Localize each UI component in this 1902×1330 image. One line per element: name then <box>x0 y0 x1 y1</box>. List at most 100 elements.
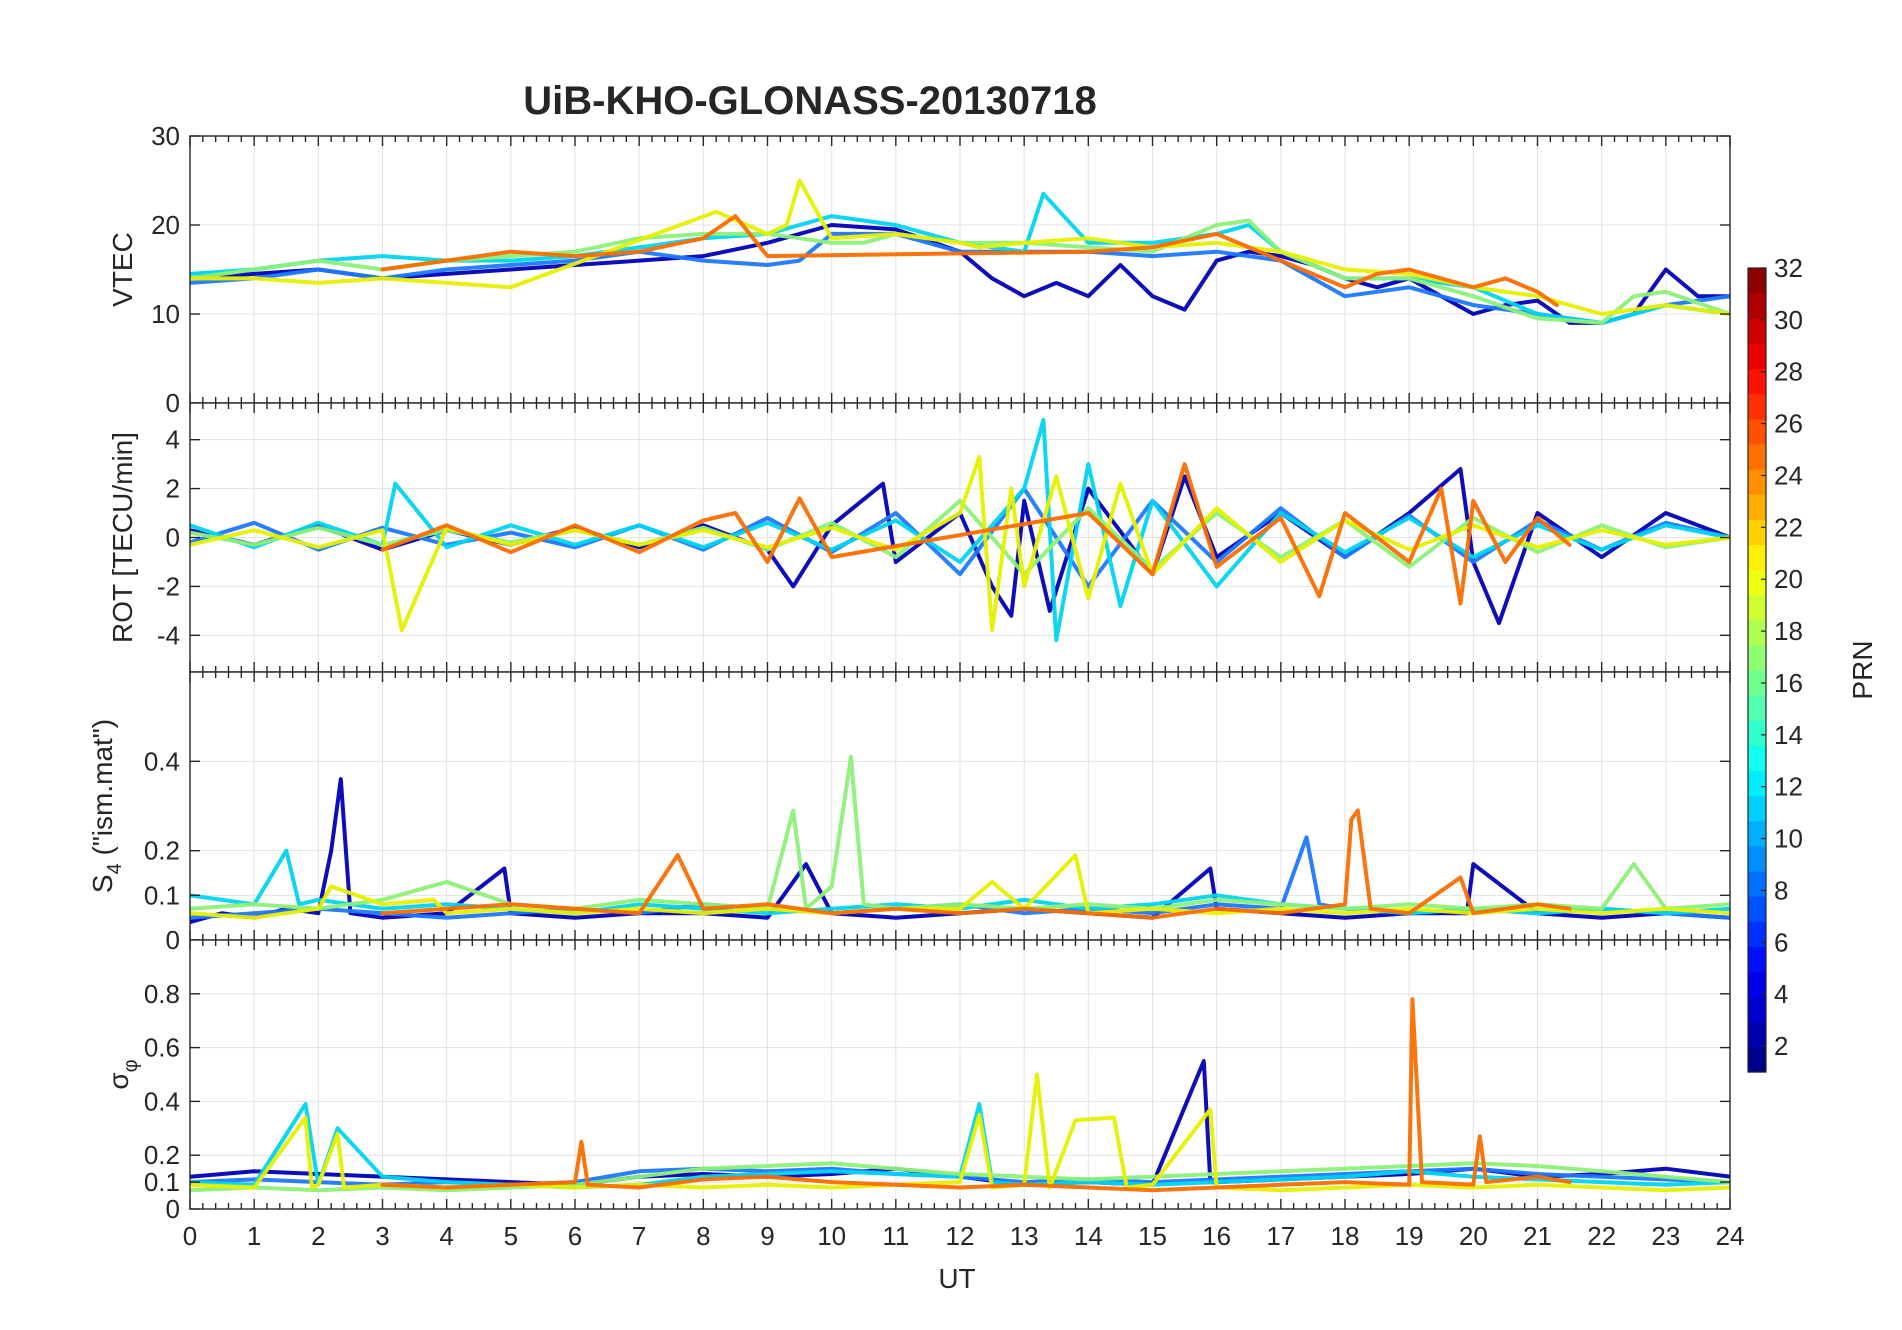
x-tick-label: 20 <box>1459 1221 1488 1251</box>
colorbar-label: PRN <box>1847 640 1878 699</box>
series-line-prn-24 <box>380 462 1572 606</box>
y-tick-label: 0.8 <box>144 979 180 1009</box>
series-line-prn-20 <box>190 454 1730 633</box>
x-tick-label: 8 <box>696 1221 710 1251</box>
x-tick-labels: 0 1 2 3 4 5 6 7 8 9 10 11 12 13 14 15 16 17 18 19 20 21 22 23 24 <box>183 1221 1745 1251</box>
panel-3: 0 0.1 0.2 0.4 S4 ("ism.mat") <box>87 671 1731 955</box>
colorbar-tick-label: 18 <box>1774 616 1803 646</box>
x-tick-label: 2 <box>311 1221 325 1251</box>
series-line-prn-24 <box>380 997 1572 1193</box>
x-tick-label: 16 <box>1202 1221 1231 1251</box>
x-tick-label: 23 <box>1651 1221 1680 1251</box>
gridlines <box>189 403 1731 672</box>
y-axis-label: S4 ("ism.mat") <box>87 719 126 893</box>
series-group <box>190 418 1730 643</box>
colorbar-tick-label: 22 <box>1774 512 1803 542</box>
y-tick-label: 0 <box>166 388 180 418</box>
y-tick-label: 30 <box>151 121 180 151</box>
colorbar-tick-label: 14 <box>1774 720 1803 750</box>
x-tick-label: 6 <box>568 1221 582 1251</box>
colorbar-segment <box>1748 594 1766 621</box>
x-tick-label: 17 <box>1266 1221 1295 1251</box>
y-axis-label-main: S <box>87 874 118 893</box>
colorbar-frame <box>1747 267 1767 1073</box>
colorbar-tick-label: 28 <box>1774 357 1803 387</box>
series-line-prn-20 <box>190 1072 1730 1193</box>
series-line-prn-16 <box>190 1161 1730 1193</box>
colorbar-segment <box>1748 619 1766 646</box>
y-axis-label: ROT [TECU/min] <box>107 432 138 643</box>
series-line-prn-2 <box>190 777 1730 925</box>
series-group <box>190 178 1730 325</box>
colorbar-tick-label: 4 <box>1774 979 1788 1009</box>
y-axis-label: VTEC <box>107 232 138 307</box>
y-tick-label: 0.6 <box>144 1033 180 1063</box>
x-tick-label: 22 <box>1587 1221 1616 1251</box>
colorbar-segment <box>1748 896 1766 922</box>
colorbar-segment <box>1748 418 1766 445</box>
x-tick-label: 7 <box>632 1221 646 1251</box>
y-tick-label: 2 <box>166 474 180 504</box>
colorbar-tick-label: 12 <box>1774 772 1803 802</box>
x-tick-label: 4 <box>439 1221 453 1251</box>
colorbar-segment <box>1748 569 1766 596</box>
chart-title: UiB-KHO-GLONASS-20130718 <box>523 79 1097 123</box>
colorbar-segment <box>1748 770 1766 797</box>
colorbar-segment <box>1748 845 1766 872</box>
x-tick-label: 5 <box>504 1221 518 1251</box>
y-tick-label: 10 <box>151 299 180 329</box>
colorbar-segment <box>1748 368 1766 395</box>
x-axis-label: UT <box>938 1263 975 1294</box>
colorbar-segment <box>1748 795 1766 822</box>
x-tick-label: 1 <box>247 1221 261 1251</box>
colorbar-segment <box>1748 644 1766 671</box>
colorbar-tick-label: 6 <box>1774 927 1788 957</box>
colorbar-segment <box>1748 720 1766 746</box>
colorbar-segment <box>1748 820 1766 847</box>
x-tick-label: 0 <box>183 1221 197 1251</box>
colorbar-segment <box>1748 745 1766 772</box>
y-axis-label-main: σ <box>103 1072 134 1089</box>
x-tick-label: 3 <box>375 1221 389 1251</box>
y-tick-label: 0.1 <box>144 880 180 910</box>
series-group <box>190 997 1730 1193</box>
colorbar-tick-label: 26 <box>1774 409 1803 439</box>
colorbar-tick-label: 32 <box>1774 253 1803 283</box>
x-tick-label: 10 <box>817 1221 846 1251</box>
colorbar-segment <box>1748 519 1766 545</box>
y-tick-label: 0.1 <box>144 1167 180 1197</box>
colorbar-segment <box>1748 996 1766 1023</box>
series-line-prn-12 <box>190 418 1730 643</box>
series-group <box>190 754 1730 925</box>
y-tick-label: 0 <box>166 925 180 955</box>
colorbar-segment <box>1748 268 1766 294</box>
colorbar-segment <box>1748 871 1766 897</box>
colorbar-segment <box>1748 544 1766 571</box>
x-tick-label: 19 <box>1395 1221 1424 1251</box>
x-tick-label: 9 <box>760 1221 774 1251</box>
y-tick-label: 0 <box>166 1194 180 1224</box>
y-tick-label: 20 <box>151 210 180 240</box>
colorbar-segment <box>1748 494 1766 520</box>
y-axis-label: σφ <box>103 1059 142 1089</box>
x-tick-label: 12 <box>946 1221 975 1251</box>
colorbar-tick-label: 24 <box>1774 460 1803 490</box>
colorbar-tick-label: 8 <box>1774 875 1788 905</box>
y-axis-label-rest: ("ism.mat") <box>87 719 118 863</box>
series-line-prn-7 <box>190 231 1730 325</box>
series-line-prn-24 <box>380 214 1559 308</box>
series-line-prn-20 <box>190 853 1730 920</box>
panel-2: -4 -2 0 2 4 ROT [TECU/min] <box>107 402 1731 673</box>
x-tick-label: 15 <box>1138 1221 1167 1251</box>
colorbar-segment <box>1748 318 1766 344</box>
colorbar-segment <box>1748 946 1766 973</box>
colorbar-tick-label: 20 <box>1774 564 1803 594</box>
x-tick-label: 24 <box>1716 1221 1745 1251</box>
y-tick-label: -4 <box>157 620 180 650</box>
colorbar-segment <box>1748 695 1766 721</box>
x-tick-label: 18 <box>1331 1221 1360 1251</box>
colorbar-segment <box>1748 293 1766 319</box>
